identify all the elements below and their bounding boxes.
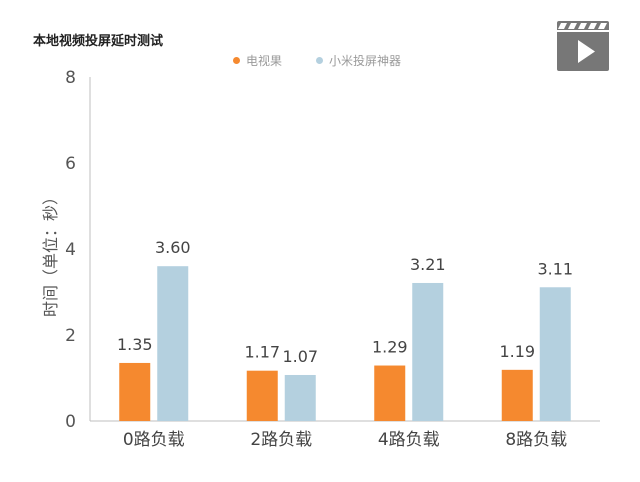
bar-series-1 [374,365,406,421]
x-category-label: 4路负载 [378,430,440,450]
data-label-series-2: 3.21 [410,255,446,274]
legend-item-series-1: 电视果 [233,52,282,69]
bar-series-2 [284,374,316,421]
data-label-series-1: 1.35 [117,335,153,354]
x-category-label: 0路负载 [123,430,185,450]
bar-series-1 [119,362,151,421]
y-tick-label: 0 [65,412,76,432]
y-tick-label: 8 [65,68,76,88]
x-category-label: 2路负载 [250,430,312,450]
bar-series-1 [501,369,533,421]
bar-series-2 [157,266,189,421]
data-label-series-1: 1.19 [499,342,535,361]
chart-title: 本地视频投屏延时测试 [33,34,164,49]
bar-series-2 [412,282,444,421]
legend-label-series-2: 小米投屏神器 [329,54,402,68]
legend-label-series-1: 电视果 [246,54,283,68]
data-label-series-2: 3.11 [537,259,573,278]
legend-item-series-2: 小米投屏神器 [316,52,401,69]
bar-series-1 [246,370,278,421]
legend: 电视果 小米投屏神器 [233,52,401,69]
x-category-label: 8路负载 [505,430,567,450]
legend-swatch-series-1 [233,57,240,64]
data-label-series-1: 1.17 [244,343,280,362]
y-tick-label: 4 [65,240,76,260]
data-label-series-1: 1.29 [372,338,408,357]
legend-swatch-series-2 [316,57,324,64]
bar-series-2 [539,287,571,421]
data-label-series-2: 3.60 [155,238,191,257]
data-label-series-2: 1.07 [282,347,318,366]
video-clapper-icon [557,21,609,71]
y-axis-title: 时间（单位：秒） [41,189,60,317]
y-tick-label: 6 [65,154,76,174]
y-tick-label: 2 [65,326,76,346]
